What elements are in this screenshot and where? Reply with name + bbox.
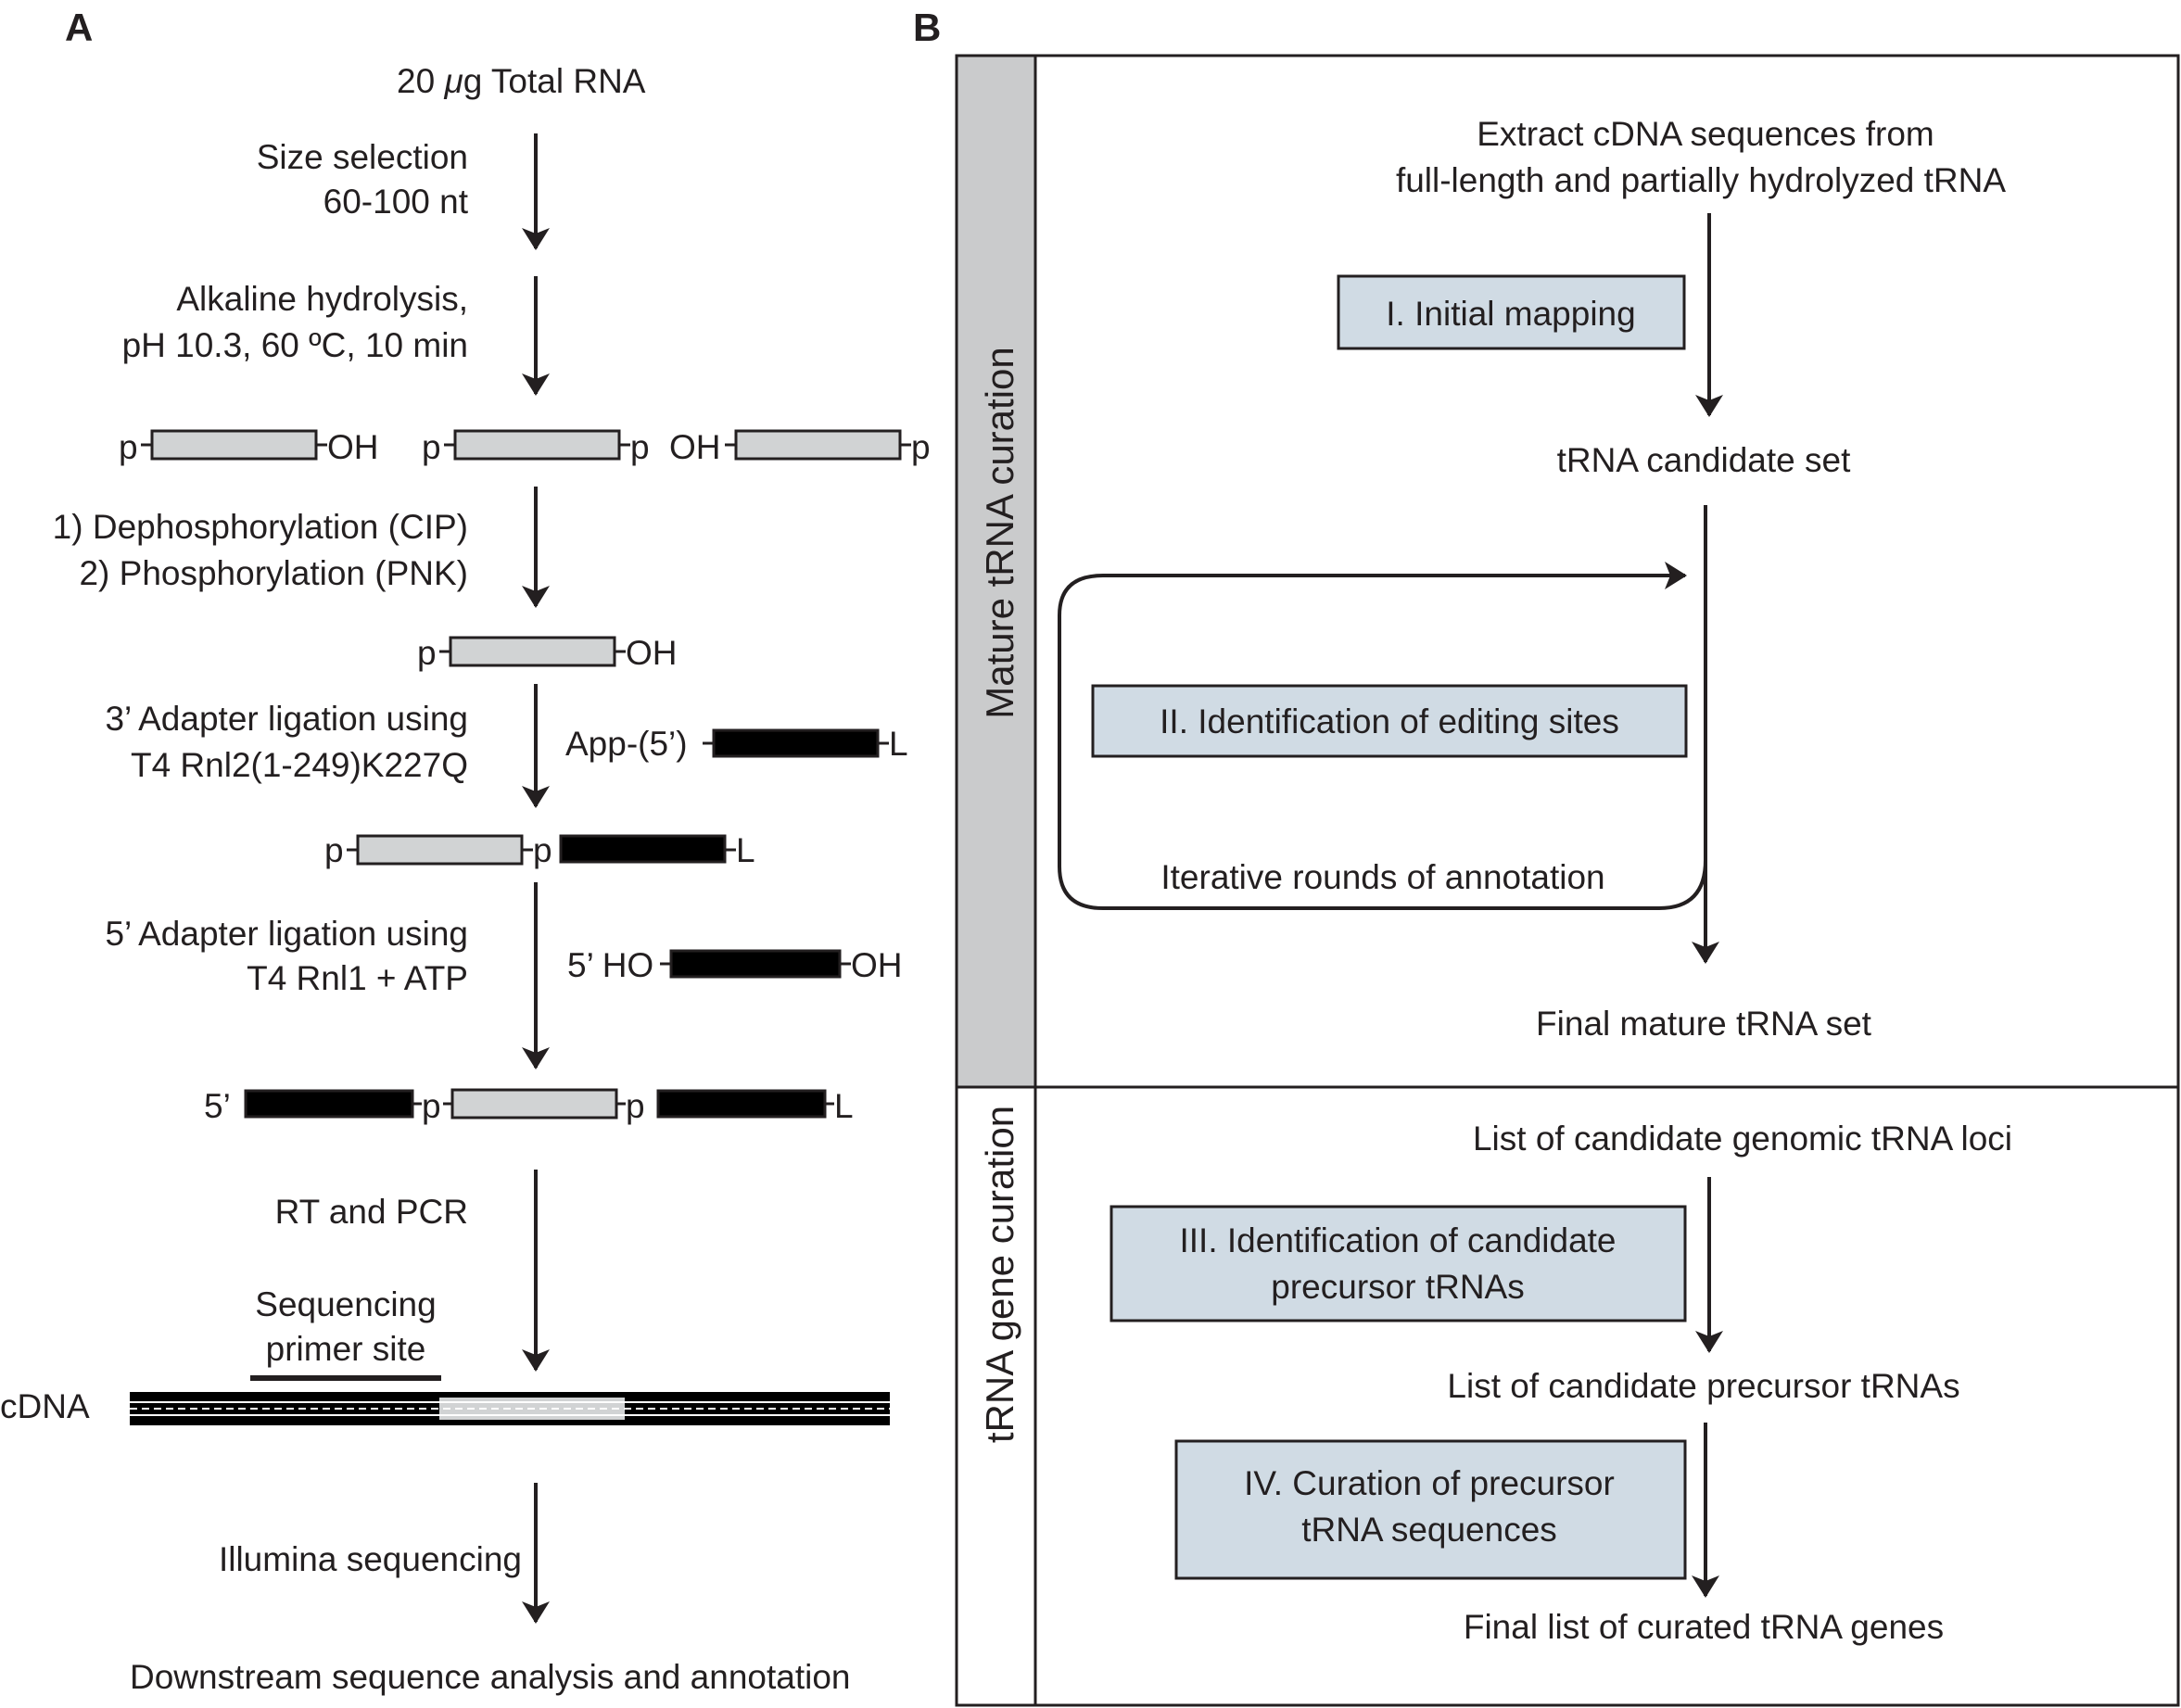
step1-box: [1337, 274, 1686, 350]
phos-p: p: [417, 634, 437, 672]
step-rt-pcr: RT and PCR: [275, 1193, 468, 1231]
iterative-loop: [1058, 562, 1707, 910]
cdna-label: cDNA: [0, 1387, 90, 1425]
frag3-oh: OH: [669, 428, 721, 466]
cdna-duplex: [130, 1392, 890, 1425]
extract-line-1: Extract cDNA sequences from: [1477, 115, 1934, 153]
lig3-adapter: [559, 834, 727, 864]
step3-box: [1110, 1205, 1687, 1322]
final-mature-set: Final mature tRNA set: [1536, 1005, 1872, 1043]
step-size-selection-2: 60-100 nt: [323, 183, 469, 221]
step4-box: [1174, 1439, 1687, 1580]
step-hydrolysis-1: Alkaline hydrolysis,: [176, 280, 468, 318]
panel-b-letter: B: [913, 6, 941, 49]
ligated-full: 5’ p p L: [204, 1087, 854, 1125]
extract-line-2: full-length and partially hydrolyzed tRN…: [1396, 161, 2006, 199]
step-dephos-2: 2) Phosphorylation (PNK): [79, 554, 468, 592]
panel-b-frame: [955, 54, 2180, 1707]
frag2-rna: [453, 429, 621, 461]
step-dephos-1: 1) Dephosphorylation (CIP): [53, 508, 468, 546]
adapter5-bar: [669, 949, 842, 979]
candidate-loci: List of candidate genomic tRNA loci: [1473, 1120, 2012, 1158]
primer-site-2: primer site: [266, 1330, 426, 1368]
step3-label-2: precursor tRNAs: [1271, 1268, 1524, 1306]
step1-label: I. Initial mapping: [1386, 295, 1635, 333]
adapter5-ho: 5’ HO: [567, 946, 653, 984]
lig3-p2: p: [533, 831, 552, 869]
end-downstream: Downstream sequence analysis and annotat…: [130, 1658, 851, 1696]
step-3adapter-1: 3’ Adapter ligation using: [105, 700, 468, 738]
adapter-3prime: App-(5’) L: [565, 725, 908, 763]
primer-site-1: Sequencing: [255, 1285, 436, 1323]
panel-b-arrows: [1058, 213, 1723, 1598]
full-p2: p: [626, 1087, 645, 1125]
frag1-rna: [150, 429, 318, 461]
step-illumina: Illumina sequencing: [219, 1540, 522, 1578]
step4-label-2: tRNA sequences: [1301, 1511, 1557, 1549]
full-adapter5: [244, 1089, 414, 1119]
frag2-p-left: p: [422, 428, 441, 466]
lig3-l: L: [736, 831, 755, 869]
step-3adapter-2: T4 Rnl2(1-249)K227Q: [131, 746, 468, 784]
step2-box: [1091, 684, 1688, 758]
adapter5-oh: OH: [851, 946, 903, 984]
frag1-oh: OH: [327, 428, 379, 466]
frag3-p: p: [911, 428, 931, 466]
frag1-p: p: [119, 428, 138, 466]
frag2-p-right: p: [630, 428, 650, 466]
candidate-set: tRNA candidate set: [1557, 441, 1851, 479]
adapter3-app: App-(5’): [565, 725, 688, 763]
full-l: L: [834, 1087, 854, 1125]
panel-a-letter: A: [65, 6, 93, 49]
adapter3-l: L: [889, 725, 908, 763]
lig3-rna: [356, 834, 524, 866]
full-adapter3: [656, 1089, 827, 1119]
start-total-rna: 20 μg Total RNA: [397, 62, 646, 100]
iterative-label: Iterative rounds of annotation: [1160, 858, 1604, 896]
step3-label-1: III. Identification of candidate: [1179, 1221, 1616, 1259]
step2-label: II. Identification of editing sites: [1160, 702, 1619, 740]
ligated-3prime: p p L: [324, 831, 755, 869]
gene-curation-label: tRNA gene curation: [978, 1106, 1021, 1443]
hydrolysis-fragments: p OH p p OH p: [119, 428, 931, 466]
candidate-precursors: List of candidate precursor tRNAs: [1447, 1367, 1959, 1405]
step-size-selection-1: Size selection: [257, 138, 468, 176]
step-hydrolysis-2: pH 10.3, 60 ºC, 10 min: [122, 326, 468, 364]
lig3-p1: p: [324, 831, 344, 869]
step4-label-1: IV. Curation of precursor: [1244, 1464, 1615, 1502]
full-5prime: 5’: [204, 1087, 231, 1125]
panel-b-border: [955, 54, 2180, 1707]
full-p1: p: [422, 1087, 441, 1125]
adapter3-bar: [712, 728, 880, 758]
mature-curation-label: Mature tRNA curation: [978, 347, 1021, 719]
step-5adapter-2: T4 Rnl1 + ATP: [247, 959, 468, 997]
step-5adapter-1: 5’ Adapter ligation using: [105, 915, 468, 953]
mature-side-fill: [957, 56, 1035, 1087]
phosphorylated-fragment: p OH: [417, 634, 678, 672]
full-rna: [450, 1088, 618, 1120]
adapter-5prime: 5’ HO OH: [567, 946, 903, 984]
phos-rna: [449, 636, 616, 667]
phos-oh: OH: [626, 634, 678, 672]
frag3-rna: [734, 429, 902, 461]
final-curated-genes: Final list of curated tRNA genes: [1464, 1608, 1944, 1646]
